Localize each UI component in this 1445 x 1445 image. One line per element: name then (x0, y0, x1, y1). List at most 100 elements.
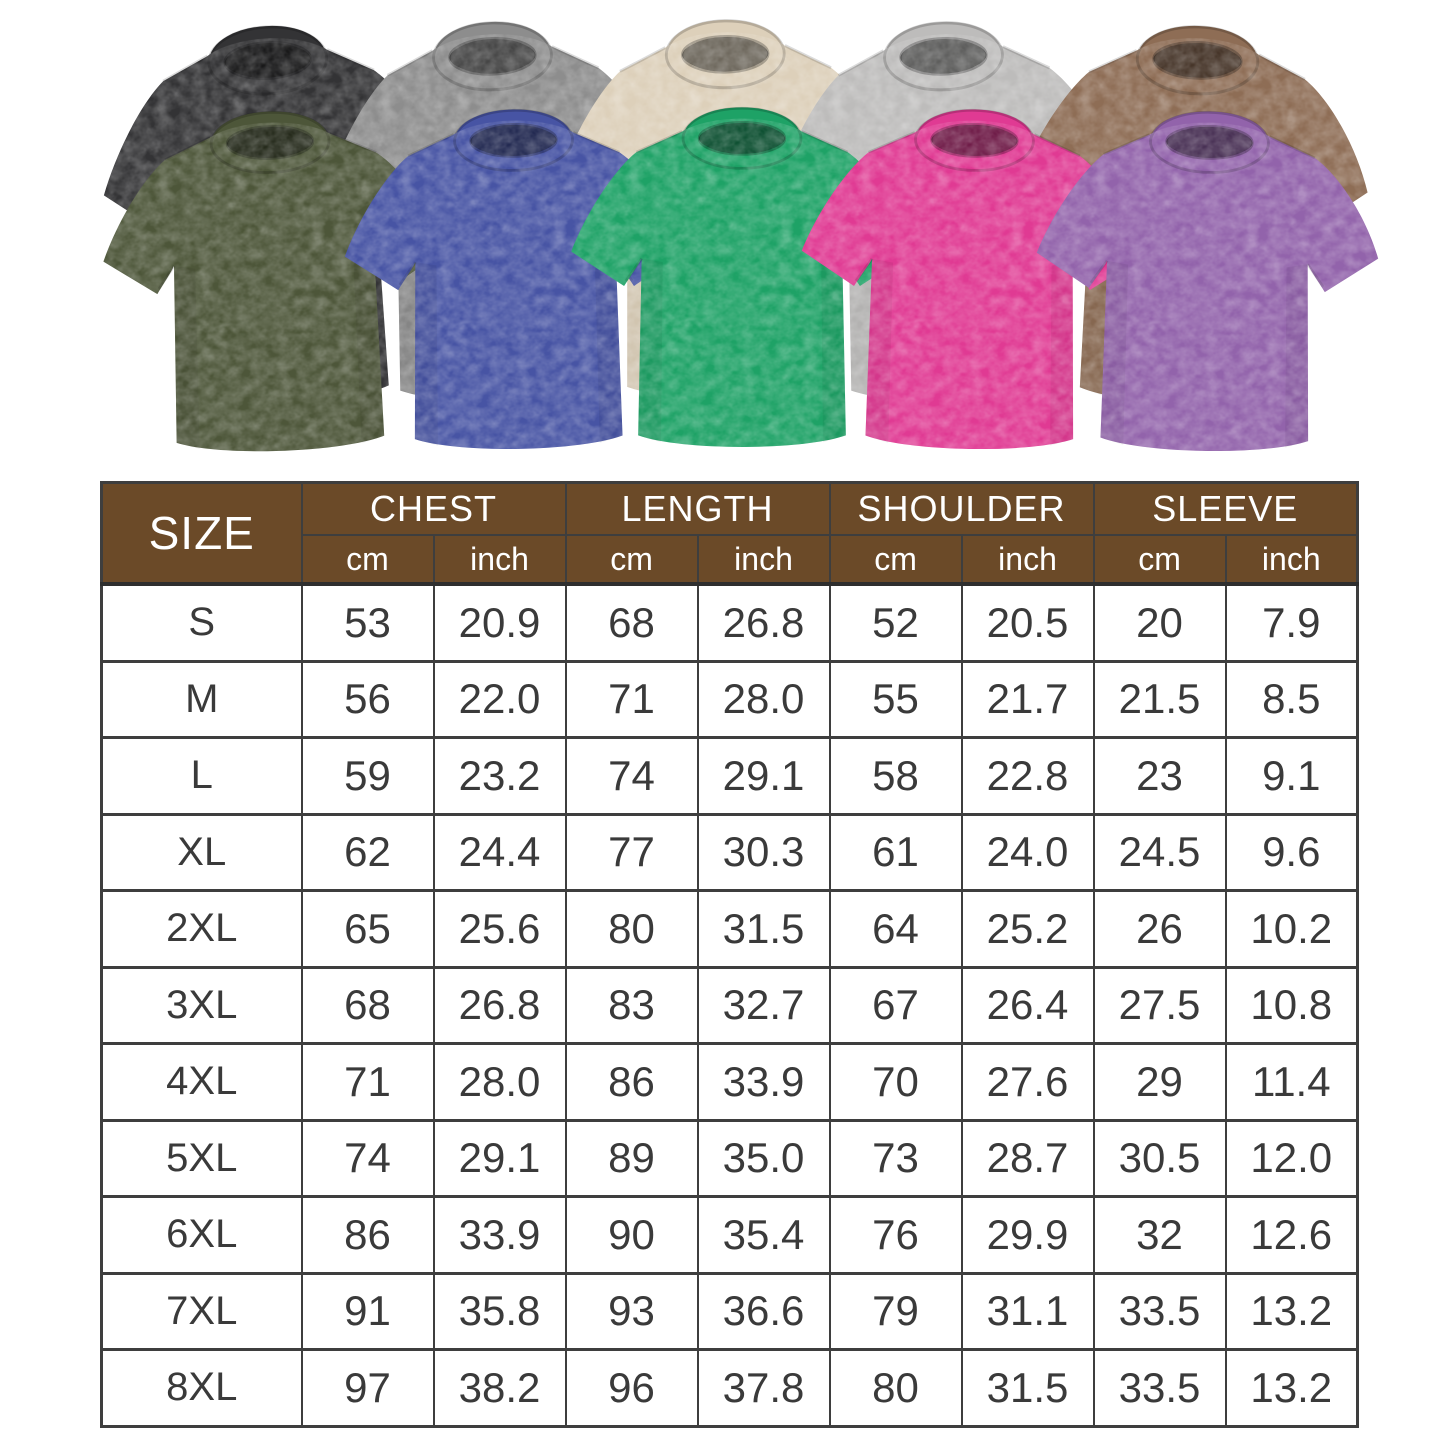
value-cell: 97 (300, 1348, 435, 1427)
value-cell: 27.5 (1092, 965, 1227, 1045)
value-cell: 29.1 (696, 736, 831, 815)
value-cell: 86 (564, 1042, 699, 1121)
value-cell: 33.5 (1092, 1348, 1227, 1427)
size-row-5XL: 5XL 74 29.1 89 35.0 73 28.7 30.5 12.0 (100, 1118, 1359, 1198)
size-cell: 6XL (100, 1195, 303, 1274)
value-cell: 12.6 (1224, 1195, 1359, 1274)
value-cell: 7.9 (1224, 582, 1359, 662)
value-cell: 59 (300, 736, 435, 815)
unit-header-inch: inch (432, 534, 567, 585)
value-cell: 38.2 (432, 1348, 567, 1427)
col-header-length: LENGTH (564, 481, 831, 536)
value-cell: 93 (564, 1271, 699, 1351)
value-cell: 71 (564, 659, 699, 739)
tshirt-purple (1028, 105, 1386, 463)
value-cell: 31.1 (960, 1271, 1095, 1351)
value-cell: 77 (564, 812, 699, 892)
value-cell: 74 (564, 736, 699, 815)
value-cell: 35.0 (696, 1118, 831, 1198)
value-cell: 64 (828, 889, 963, 968)
size-cell: S (100, 582, 303, 662)
value-cell: 22.8 (960, 736, 1095, 815)
value-cell: 29.9 (960, 1195, 1095, 1274)
value-cell: 36.6 (696, 1271, 831, 1351)
value-cell: 37.8 (696, 1348, 831, 1427)
value-cell: 26.8 (696, 582, 831, 662)
value-cell: 10.8 (1224, 965, 1359, 1045)
size-chart-header: SIZE CHEST LENGTH SHOULDER SLEEVE cm inc… (100, 481, 1359, 585)
value-cell: 35.8 (432, 1271, 567, 1351)
value-cell: 24.5 (1092, 812, 1227, 892)
tshirt-rose (793, 103, 1151, 461)
unit-header-inch: inch (960, 534, 1095, 585)
unit-header-cm: cm (300, 534, 435, 585)
value-cell: 61 (828, 812, 963, 892)
value-cell: 56 (300, 659, 435, 739)
unit-header-cm: cm (1092, 534, 1227, 585)
value-cell: 80 (564, 889, 699, 968)
col-header-size: SIZE (100, 481, 303, 585)
value-cell: 24.0 (960, 812, 1095, 892)
value-cell: 33.9 (696, 1042, 831, 1121)
size-chart-section: SIZE CHEST LENGTH SHOULDER SLEEVE cm inc… (100, 481, 1445, 1428)
value-cell: 30.3 (696, 812, 831, 892)
value-cell: 53 (300, 582, 435, 662)
value-cell: 68 (300, 965, 435, 1045)
value-cell: 13.2 (1224, 1271, 1359, 1351)
value-cell: 9.1 (1224, 736, 1359, 815)
value-cell: 10.2 (1224, 889, 1359, 968)
value-cell: 76 (828, 1195, 963, 1274)
value-cell: 31.5 (960, 1348, 1095, 1427)
value-cell: 68 (564, 582, 699, 662)
size-row-4XL: 4XL 71 28.0 86 33.9 70 27.6 29 11.4 (100, 1042, 1359, 1121)
value-cell: 70 (828, 1042, 963, 1121)
value-cell: 25.6 (432, 889, 567, 968)
size-row-S: S 53 20.9 68 26.8 52 20.5 20 7.9 (100, 582, 1359, 662)
size-row-XL: XL 62 24.4 77 30.3 61 24.0 24.5 9.6 (100, 812, 1359, 892)
value-cell: 30.5 (1092, 1118, 1227, 1198)
value-cell: 21.5 (1092, 659, 1227, 739)
col-header-shoulder: SHOULDER (828, 481, 1095, 536)
size-row-M: M 56 22.0 71 28.0 55 21.7 21.5 8.5 (100, 659, 1359, 739)
value-cell: 23.2 (432, 736, 567, 815)
value-cell: 35.4 (696, 1195, 831, 1274)
value-cell: 28.0 (696, 659, 831, 739)
unit-header-inch: inch (1224, 534, 1359, 585)
value-cell: 8.5 (1224, 659, 1359, 739)
value-cell: 23 (1092, 736, 1227, 815)
value-cell: 22.0 (432, 659, 567, 739)
value-cell: 32.7 (696, 965, 831, 1045)
value-cell: 20.9 (432, 582, 567, 662)
tshirt-army-green (93, 102, 457, 466)
size-row-6XL: 6XL 86 33.9 90 35.4 76 29.9 32 12.6 (100, 1195, 1359, 1274)
value-cell: 80 (828, 1348, 963, 1427)
size-cell: 8XL (100, 1348, 303, 1427)
size-cell: 2XL (100, 889, 303, 968)
value-cell: 65 (300, 889, 435, 968)
value-cell: 29.1 (432, 1118, 567, 1198)
size-row-7XL: 7XL 91 35.8 93 36.6 79 31.1 33.5 13.2 (100, 1271, 1359, 1351)
value-cell: 26.4 (960, 965, 1095, 1045)
value-cell: 73 (828, 1118, 963, 1198)
value-cell: 13.2 (1224, 1348, 1359, 1427)
value-cell: 31.5 (696, 889, 831, 968)
unit-header-cm: cm (828, 534, 963, 585)
size-cell: 5XL (100, 1118, 303, 1198)
value-cell: 89 (564, 1118, 699, 1198)
value-cell: 74 (300, 1118, 435, 1198)
value-cell: 28.0 (432, 1042, 567, 1121)
size-row-8XL: 8XL 97 38.2 96 37.8 80 31.5 33.5 13.2 (100, 1348, 1359, 1427)
size-cell: 7XL (100, 1271, 303, 1351)
size-chart-table: SIZE CHEST LENGTH SHOULDER SLEEVE cm inc… (100, 481, 1360, 1428)
value-cell: 28.7 (960, 1118, 1095, 1198)
value-cell: 83 (564, 965, 699, 1045)
value-cell: 11.4 (1224, 1042, 1359, 1121)
value-cell: 12.0 (1224, 1118, 1359, 1198)
size-chart-body: S 53 20.9 68 26.8 52 20.5 20 7.9 M 56 22.0 71 28.0 55 2… (100, 582, 1359, 1427)
value-cell: 20.5 (960, 582, 1095, 662)
size-cell: L (100, 736, 303, 815)
value-cell: 71 (300, 1042, 435, 1121)
value-cell: 29 (1092, 1042, 1227, 1121)
size-row-L: L 59 23.2 74 29.1 58 22.8 23 9.1 (100, 736, 1359, 815)
value-cell: 24.4 (432, 812, 567, 892)
